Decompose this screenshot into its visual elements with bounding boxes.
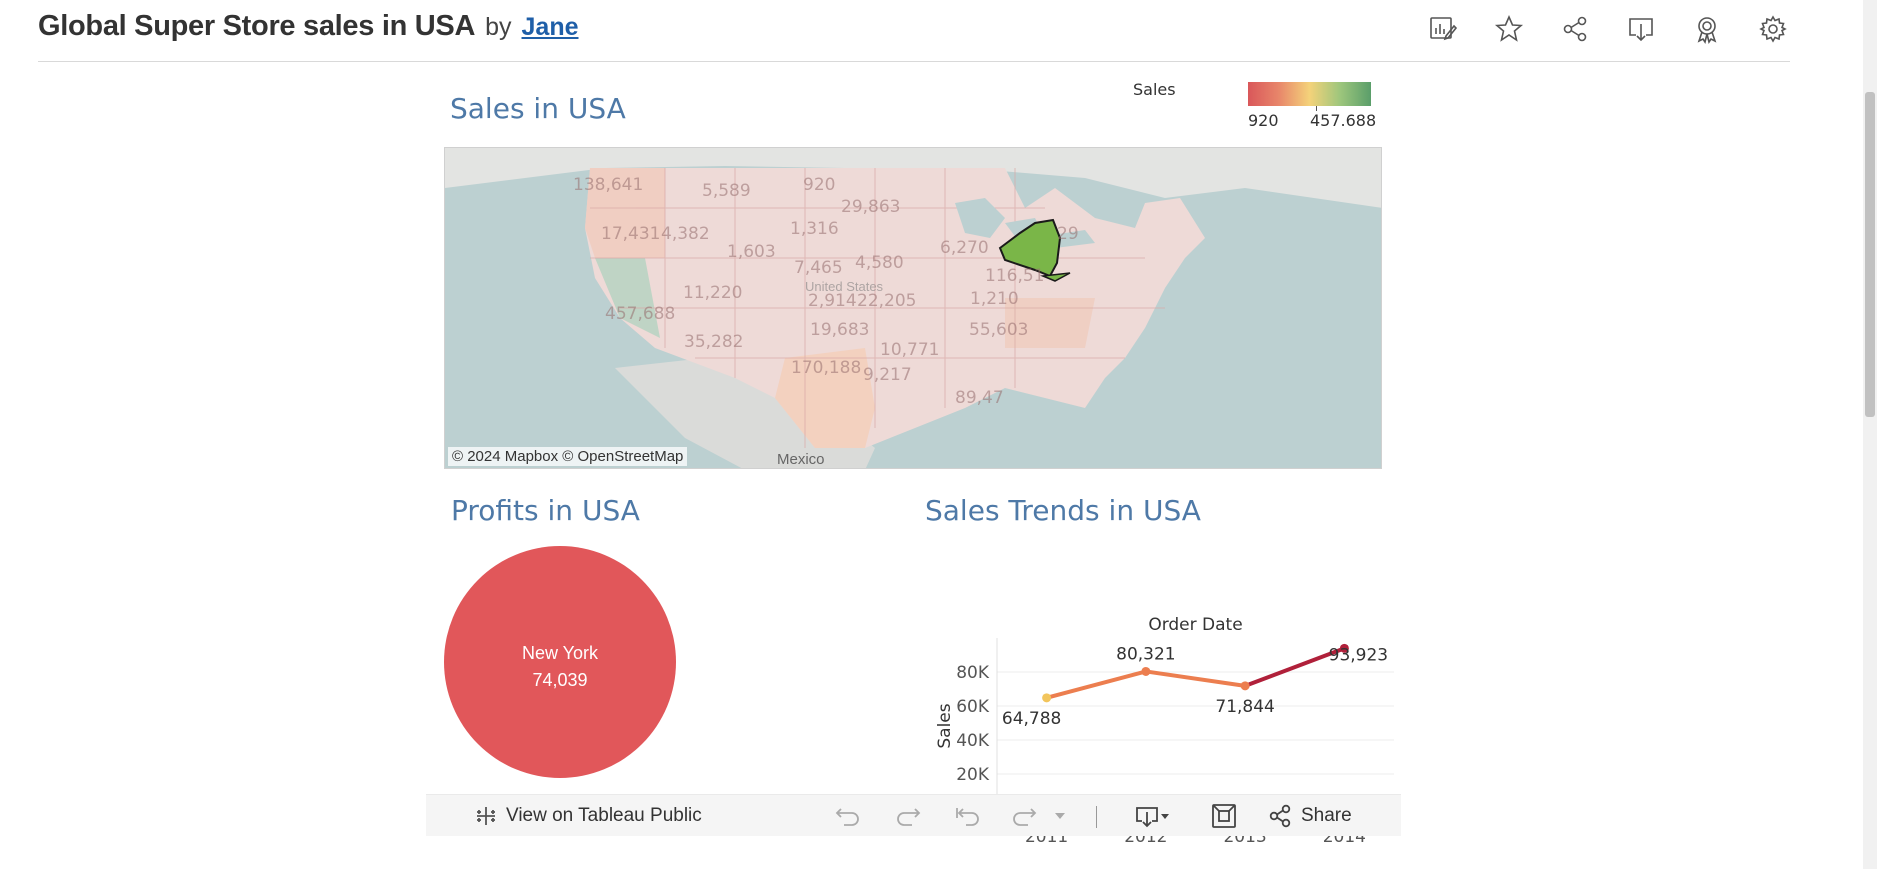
state-value: 1,603: [727, 242, 776, 262]
scroll-thumb[interactable]: [1865, 92, 1875, 417]
series-line-segment: [1243, 646, 1347, 688]
tableau-toolbar: View on Tableau Public: [426, 794, 1401, 836]
state-value: 7,465: [794, 258, 843, 278]
share-button[interactable]: Share: [1267, 795, 1352, 837]
map-canvas: [445, 148, 1381, 468]
state-value: 89,47: [955, 388, 1004, 408]
legend-max: 457.688: [1310, 111, 1377, 130]
share-label: Share: [1301, 805, 1352, 826]
sales-color-legend[interactable]: Sales 920 457.688: [1133, 80, 1413, 140]
share-icon: [1267, 803, 1293, 829]
state-value: 35,282: [684, 332, 744, 352]
map-label-mexico: Mexico: [777, 451, 825, 468]
trends-title: Sales Trends in USA: [925, 494, 1201, 527]
y-axis-title: Sales: [935, 703, 955, 748]
state-value: 6,270: [940, 238, 989, 258]
sales-map-title: Sales in USA: [450, 92, 626, 125]
refresh-icon: [1010, 804, 1038, 828]
state-value: 1,210: [970, 289, 1019, 309]
pie-label: New York 74,039: [444, 640, 676, 694]
data-point: [1339, 643, 1349, 653]
state-value: 5,589: [702, 181, 751, 201]
view-on-tableau-button[interactable]: View on Tableau Public: [474, 795, 702, 837]
refresh-button[interactable]: [1010, 795, 1038, 837]
page-header: Global Super Store sales in USA by Jane: [38, 0, 1790, 62]
legend-label: Sales: [1133, 80, 1176, 99]
state-value: 29: [1057, 224, 1079, 244]
country-label: United States: [805, 279, 884, 294]
fullscreen-button[interactable]: [1211, 795, 1237, 837]
y-tick-label: 60K: [956, 697, 990, 717]
state-value: 116,51: [985, 266, 1045, 286]
legend-gradient: [1248, 82, 1371, 106]
sales-map[interactable]: 138,641 5,589 920 29,863 1,316 17,431 4,…: [444, 147, 1382, 469]
series-line-segment: [1044, 669, 1148, 700]
toolbar-divider: [1096, 806, 1097, 828]
state-value: 457,688: [605, 304, 676, 324]
pie-state-label: New York: [521, 643, 599, 663]
y-tick-label: 20K: [956, 765, 990, 785]
by-label: by: [485, 13, 512, 41]
state-value: 55,603: [969, 320, 1029, 340]
share-icon[interactable]: [1558, 12, 1592, 46]
header-toolbar: [1426, 12, 1790, 46]
state-value: 4,382: [661, 224, 710, 244]
x-axis-title: Order Date: [1148, 615, 1242, 635]
data-label: 80,321: [1116, 644, 1175, 664]
state-value: 2,914: [808, 291, 857, 311]
revert-button[interactable]: [954, 795, 982, 837]
profit-pie-slice[interactable]: [444, 546, 676, 778]
state-value: 170,188: [791, 358, 862, 378]
redo-icon: [894, 804, 922, 828]
undo-icon: [834, 804, 862, 828]
profits-title: Profits in USA: [451, 494, 640, 527]
author-link[interactable]: Jane: [521, 13, 579, 41]
view-on-tableau-label: View on Tableau Public: [506, 805, 702, 826]
legend-min: 920: [1248, 111, 1279, 130]
state-value: 19,683: [810, 320, 870, 340]
state-value: 138,641: [573, 175, 644, 195]
map-attribution[interactable]: © 2024 Mapbox © OpenStreetMap: [448, 447, 688, 466]
series-line-segment: [1143, 669, 1248, 688]
y-tick-label: 40K: [956, 731, 990, 751]
sales-trend-chart[interactable]: Order DateSales20K40K60K80K2011201220132…: [919, 542, 1399, 842]
fullscreen-icon: [1211, 803, 1237, 829]
dashboard: Sales in USA Sales 920 457.688: [425, 62, 1401, 842]
caret-down-icon: [1053, 810, 1067, 822]
state-value: 11,220: [683, 283, 743, 303]
redo-button[interactable]: [894, 795, 922, 837]
state-value: 9,217: [863, 365, 912, 385]
data-point: [1042, 693, 1052, 703]
settings-icon[interactable]: [1756, 12, 1790, 46]
state-value: 22,205: [857, 291, 917, 311]
y-tick-label: 80K: [956, 663, 990, 683]
state-value: 920: [803, 175, 836, 195]
state-value: 1,316: [790, 219, 839, 239]
tableau-logo-icon: [474, 804, 498, 828]
page-scrollbar[interactable]: [1863, 0, 1877, 869]
pause-dropdown[interactable]: [1053, 795, 1067, 837]
badge-icon[interactable]: [1690, 12, 1724, 46]
download-icon: [1134, 804, 1172, 828]
edit-icon[interactable]: [1426, 12, 1460, 46]
legend-tick: [1316, 106, 1317, 111]
state-value: 29,863: [841, 197, 901, 217]
download-button[interactable]: [1134, 795, 1172, 837]
data-label: 93,923: [1329, 645, 1388, 665]
data-label: 71,844: [1215, 697, 1274, 717]
star-icon[interactable]: [1492, 12, 1526, 46]
state-value: 4,580: [855, 253, 904, 273]
data-point: [1141, 666, 1151, 676]
undo-button[interactable]: [834, 795, 862, 837]
data-label: 64,788: [1002, 709, 1061, 729]
title-area: Global Super Store sales in USA by Jane: [38, 10, 579, 43]
viz-title: Global Super Store sales in USA: [38, 10, 476, 42]
download-icon[interactable]: [1624, 12, 1658, 46]
state-value: 10,771: [880, 340, 940, 360]
pie-value-label: 74,039: [532, 670, 588, 690]
state-value: 17,431: [601, 224, 661, 244]
data-point: [1240, 681, 1250, 691]
revert-icon: [954, 804, 982, 828]
